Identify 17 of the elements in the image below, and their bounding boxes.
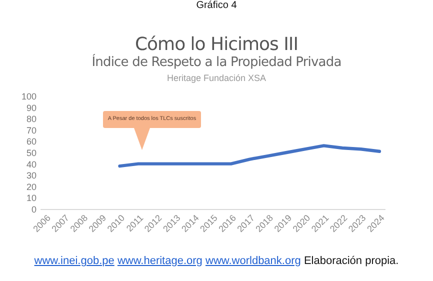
- y-tick-label: 100: [21, 92, 36, 102]
- y-tick-label: 0: [31, 204, 36, 214]
- text: www.inei.gob.pe www.heritage.org www.worldbank.org Elaboración propia.: [33, 255, 400, 267]
- y-tick-label: 20: [26, 182, 36, 192]
- y-tick-label: 40: [26, 159, 36, 170]
- y-tick-label: 60: [26, 136, 36, 147]
- y-tick-label: 30: [26, 170, 36, 181]
- y-tick-label: 70: [26, 125, 36, 136]
- chart-title: Cómo lo Hicimos III: [134, 34, 300, 55]
- text: Gráfico 4: [195, 0, 238, 11]
- text: Heritage Fundación XSA: [166, 73, 268, 83]
- y-tick-label: 90: [26, 102, 36, 113]
- y-tick-label: 80: [26, 114, 36, 124]
- line-series: [118, 144, 382, 168]
- chart-subtitle: Índice de Respeto a la Propiedad Privada: [90, 55, 342, 70]
- y-tick-label: 50: [26, 148, 36, 158]
- y-tick-label: 10: [26, 193, 36, 204]
